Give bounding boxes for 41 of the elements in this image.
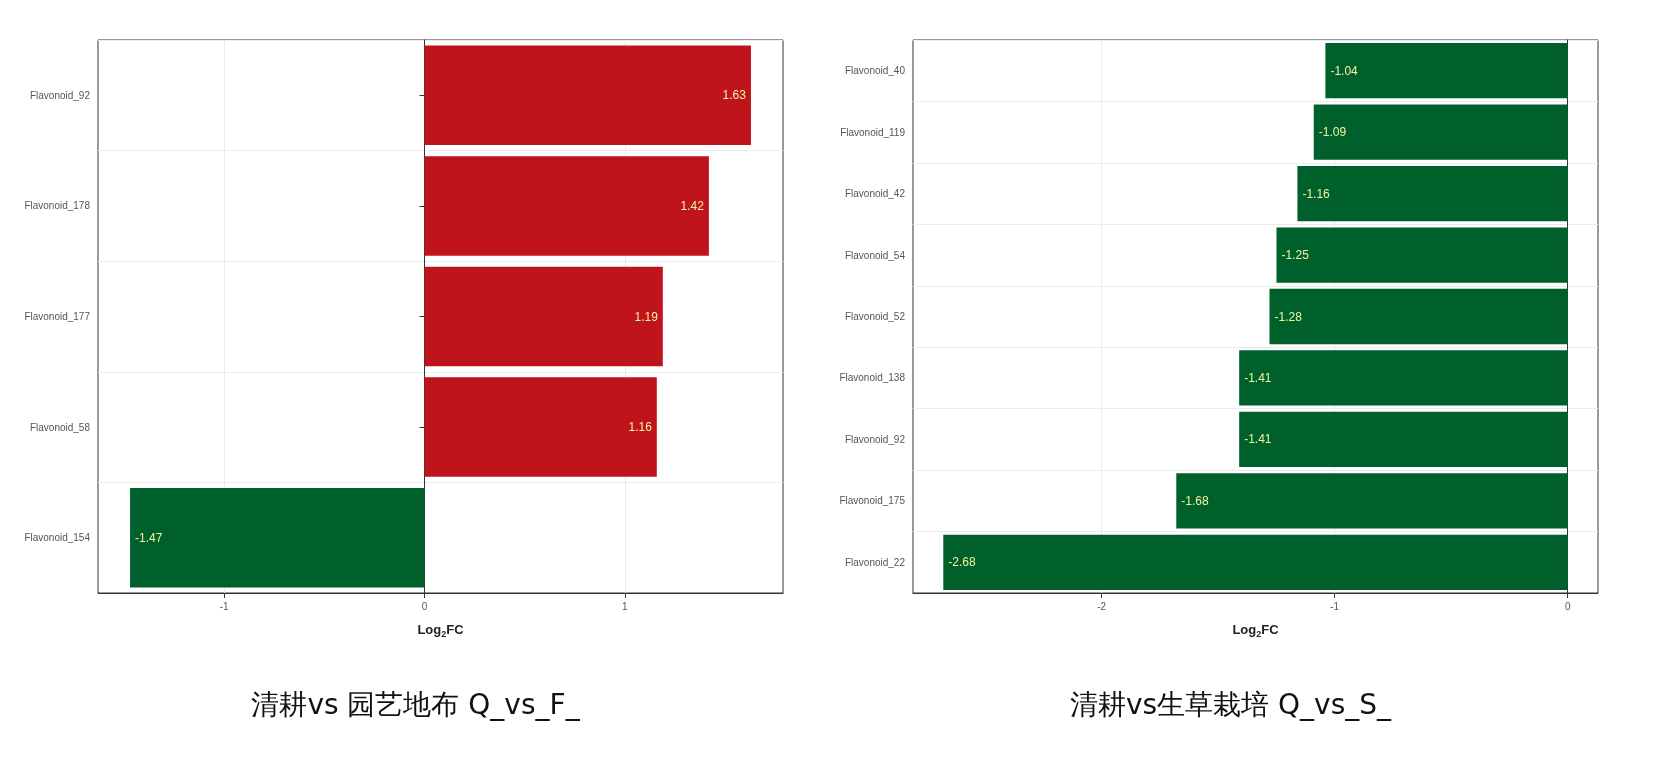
y-tick-label: Flavonoid_178 (24, 200, 91, 212)
bar (424, 156, 709, 256)
text: 清耕vs生草栽培 Q_vs_S_ (1069, 687, 1393, 721)
x-tick-label: 0 (421, 600, 428, 612)
y-tick-label: Flavonoid_119 (840, 126, 906, 138)
data-label: 1.16 (628, 420, 653, 435)
y-tick-label: Flavonoid_40 (844, 65, 906, 77)
x-tick-label: -2 (1097, 600, 1107, 612)
data-label: -2.68 (948, 555, 976, 570)
text: 清耕vs 园艺地布 Q_vs_F_ (251, 687, 581, 721)
data-label: 1.42 (680, 198, 705, 213)
data-label: -1.41 (1244, 370, 1272, 385)
data-label: -1.41 (1244, 432, 1272, 447)
y-tick-label: Flavonoid_92 (844, 433, 906, 445)
x-tick-label: 0 (1564, 600, 1571, 612)
data-label: -1.68 (1181, 493, 1209, 508)
bar (130, 487, 425, 588)
data-label: -1.16 (1302, 186, 1331, 201)
y-tick-label: Flavonoid_54 (844, 249, 906, 261)
y-tick-label: Flavonoid_138 (839, 372, 906, 384)
data-label: 1.19 (634, 309, 659, 324)
y-tick-label: Flavonoid_177 (24, 311, 91, 322)
x-tick-label: 1 (621, 600, 628, 612)
bar (424, 377, 657, 477)
data-label: -1.09 (1318, 125, 1347, 140)
data-label: -1.25 (1281, 248, 1310, 263)
y-tick-label: Flavonoid_22 (844, 556, 906, 568)
y-tick-label: Flavonoid_58 (29, 421, 91, 433)
y-tick-label: Flavonoid_52 (844, 311, 906, 322)
data-label: 1.63 (722, 88, 747, 103)
y-tick-label: Flavonoid_154 (24, 532, 91, 544)
data-label: -1.47 (135, 530, 163, 545)
data-label: -1.28 (1274, 309, 1303, 324)
bar (424, 266, 663, 367)
y-tick-label: Flavonoid_42 (844, 188, 906, 200)
y-tick-label: Flavonoid_92 (29, 89, 91, 101)
x-tick-label: -1 (1330, 600, 1340, 612)
bar (424, 45, 751, 146)
y-tick-label: Flavonoid_175 (839, 495, 906, 507)
x-tick-label: -1 (219, 600, 230, 612)
data-label: -1.04 (1330, 63, 1359, 78)
